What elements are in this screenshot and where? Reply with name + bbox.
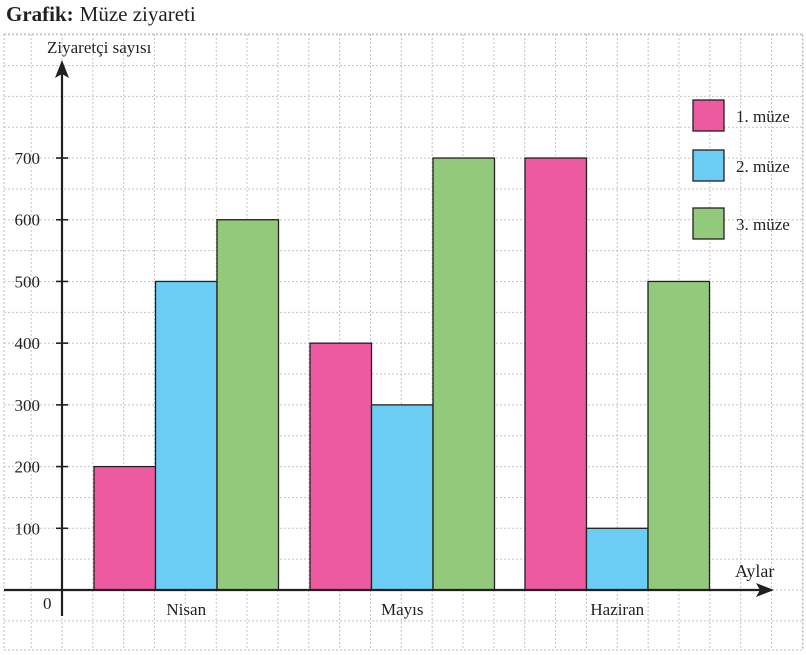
bar-mayıs-series-2 — [370, 404, 434, 591]
x-axis-title: Aylar — [735, 561, 774, 581]
legend-swatch-series-1 — [692, 99, 725, 132]
bar-haziran-series-2 — [585, 527, 649, 591]
y-axis-arrow — [55, 60, 69, 78]
x-tick-label: Haziran — [590, 600, 644, 619]
bar-mayıs-series-3 — [432, 157, 496, 591]
y-tick-label: 500 — [15, 272, 41, 291]
chart-title: Grafik: Müze ziyareti — [6, 2, 196, 26]
legend-label-series-1: 1. müze — [736, 107, 790, 126]
bars — [93, 157, 711, 591]
x-tick-label: Nisan — [166, 600, 206, 619]
bar-haziran-series-1 — [524, 157, 588, 591]
y-tick-label: 100 — [15, 519, 41, 538]
y-tick-label: 600 — [15, 211, 41, 230]
bar-nisan-series-2 — [154, 280, 218, 591]
x-axis-arrow — [756, 583, 774, 597]
chart-title-text: Müze ziyareti — [80, 2, 196, 26]
origin-label: 0 — [43, 594, 52, 613]
x-tick-label: Mayıs — [381, 600, 424, 619]
grid-border — [3, 33, 804, 651]
axes — [4, 60, 774, 616]
y-tick-label: 400 — [15, 334, 41, 353]
bar-nisan-series-3 — [216, 219, 280, 591]
y-axis-title: Ziyaretçi sayısı — [47, 38, 152, 57]
bar-mayıs-series-1 — [309, 342, 373, 591]
legend-swatch-series-3 — [692, 207, 725, 240]
labels: 100 200 300 400 500 600 700 0 Nisan Mayıs Haziran Z… — [15, 38, 775, 619]
y-tick-label: 300 — [15, 396, 41, 415]
bar-nisan-series-1 — [93, 465, 157, 591]
legend: 1. müze 2. müze 3. müze — [692, 99, 790, 240]
y-tick-label: 200 — [15, 458, 41, 477]
bar-haziran-series-3 — [647, 280, 711, 591]
y-tick-label: 700 — [15, 149, 41, 168]
legend-label-series-2: 2. müze — [736, 157, 790, 176]
legend-swatch-series-2 — [692, 149, 725, 182]
legend-label-series-3: 3. müze — [736, 215, 790, 234]
chart-title-prefix: Grafik: — [6, 2, 74, 26]
